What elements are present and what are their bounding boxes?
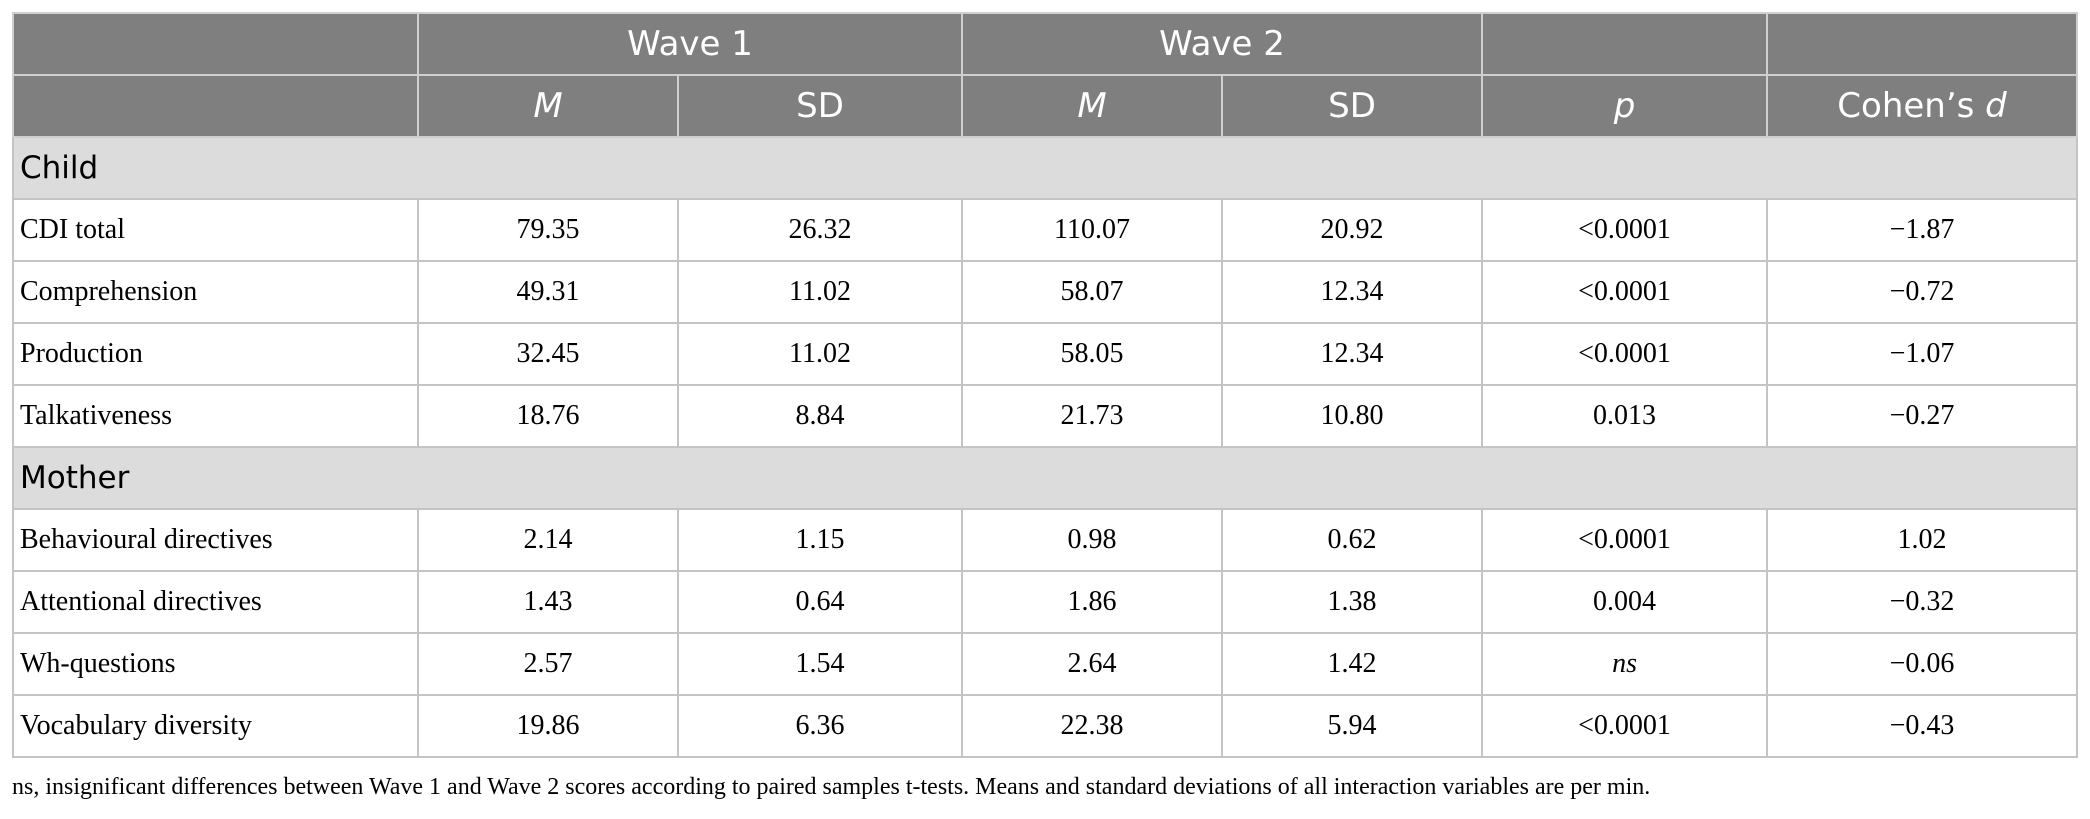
table-row: Production 32.45 11.02 58.05 12.34 <0.00… [12,322,2079,386]
cell-wave1-sd: 0.64 [676,570,964,634]
cell-wave2-m: 0.98 [961,508,1224,572]
cell-p: 0.013 [1481,384,1769,448]
header-wave-2: Wave 2 [961,12,1484,76]
row-label: Attentional directives [12,570,419,634]
cell-p: <0.0001 [1481,322,1769,386]
cell-wave2-sd: 10.80 [1221,384,1484,448]
cell-wave1-sd: 26.32 [676,198,964,262]
table-row: Wh-questions 2.57 1.54 2.64 1.42 ns −0.0… [12,632,2079,696]
cell-wave2-m: 22.38 [961,694,1224,758]
cell-wave1-sd: 8.84 [676,384,964,448]
cell-wave1-sd: 6.36 [676,694,964,758]
cell-p: <0.0001 [1481,694,1769,758]
cell-wave1-sd: 1.15 [676,508,964,572]
table-row: Behavioural directives 2.14 1.15 0.98 0.… [12,508,2079,572]
results-table: Wave 1 Wave 2 M SD M SD p Cohen’s d Chil… [11,12,2079,758]
cell-cohens-d: −0.27 [1766,384,2079,448]
cell-wave2-m: 21.73 [961,384,1224,448]
row-label: CDI total [12,198,419,262]
header-empty-cell [12,74,419,138]
row-label: Wh-questions [12,632,419,696]
cell-wave2-sd: 12.34 [1221,322,1484,386]
cell-p: <0.0001 [1481,260,1769,324]
cell-wave1-m: 19.86 [417,694,679,758]
cell-wave2-m: 58.05 [961,322,1224,386]
cell-wave1-m: 1.43 [417,570,679,634]
table-row: Attentional directives 1.43 0.64 1.86 1.… [12,570,2079,634]
cell-wave1-m: 2.57 [417,632,679,696]
cell-wave2-m: 1.86 [961,570,1224,634]
header-empty-cell [1766,12,2079,76]
table-row: Talkativeness 18.76 8.84 21.73 10.80 0.0… [12,384,2079,448]
cell-wave1-m: 32.45 [417,322,679,386]
cell-wave1-m: 18.76 [417,384,679,448]
section-title-child: Child [11,136,2079,200]
cell-wave1-m: 49.31 [417,260,679,324]
cell-wave2-sd: 1.42 [1221,632,1484,696]
header-wave-1: Wave 1 [416,12,964,76]
cell-wave2-m: 2.64 [961,632,1224,696]
cell-cohens-d: −0.32 [1766,570,2079,634]
cell-wave1-m: 79.35 [417,198,679,262]
cell-cohens-d: −0.43 [1766,694,2079,758]
cell-wave1-m: 2.14 [417,508,679,572]
table-row: Vocabulary diversity 19.86 6.36 22.38 5.… [12,694,2079,758]
cell-cohens-d: −1.87 [1766,198,2079,262]
header-cohens-d: Cohen’s d [1766,74,2079,138]
row-label: Comprehension [12,260,419,324]
cell-wave1-sd: 11.02 [676,260,964,324]
row-label: Production [12,322,419,386]
cell-p: ns [1481,632,1769,696]
row-label: Behavioural directives [12,508,419,572]
cell-wave2-m: 58.07 [961,260,1224,324]
header-m-wave2: M [961,74,1224,138]
header-empty-cell [1481,12,1769,76]
cell-wave2-sd: 20.92 [1221,198,1484,262]
header-sd-wave1: SD [676,74,964,138]
cell-p: 0.004 [1481,570,1769,634]
cell-wave2-sd: 12.34 [1221,260,1484,324]
header-sd-wave2: SD [1221,74,1484,138]
table-row: Comprehension 49.31 11.02 58.07 12.34 <0… [12,260,2079,324]
cell-p: <0.0001 [1481,508,1769,572]
header-m-wave1: M [417,74,679,138]
cell-wave2-m: 110.07 [961,198,1224,262]
table-row: CDI total 79.35 26.32 110.07 20.92 <0.00… [12,198,2079,262]
section-title-mother: Mother [11,446,2079,510]
cell-cohens-d: −0.06 [1766,632,2079,696]
cell-cohens-d: −1.07 [1766,322,2079,386]
cell-cohens-d: −0.72 [1766,260,2079,324]
cell-wave1-sd: 11.02 [676,322,964,386]
row-label: Vocabulary diversity [12,694,419,758]
table-footnote: ns, insignificant differences between Wa… [12,774,1651,800]
cell-wave1-sd: 1.54 [676,632,964,696]
header-p: p [1481,74,1769,138]
row-label: Talkativeness [12,384,419,448]
cell-cohens-d: 1.02 [1766,508,2079,572]
cell-p: <0.0001 [1481,198,1769,262]
cell-wave2-sd: 5.94 [1221,694,1484,758]
cell-wave2-sd: 1.38 [1221,570,1484,634]
cell-wave2-sd: 0.62 [1221,508,1484,572]
header-empty-cell [12,12,419,76]
